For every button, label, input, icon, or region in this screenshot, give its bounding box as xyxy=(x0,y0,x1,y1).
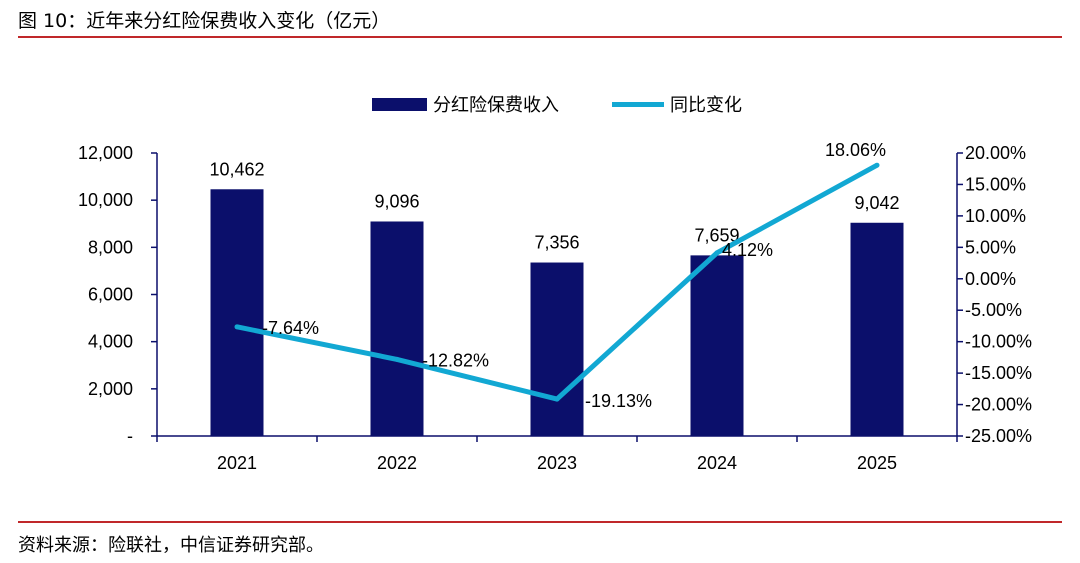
y-right-tick-label: 0.00% xyxy=(965,269,1016,289)
x-tick-label: 2021 xyxy=(217,453,257,473)
line-value-label: -19.13% xyxy=(585,391,652,411)
legend: 分红险保费收入 同比变化 xyxy=(372,95,742,115)
source-note: 资料来源：险联社，中信证券研究部。 xyxy=(18,535,324,556)
figure-title: 图 10：近年来分红险保费收入变化（亿元） xyxy=(18,10,391,32)
line-point xyxy=(234,324,240,330)
title-divider xyxy=(18,36,1062,38)
x-tick-label: 2023 xyxy=(537,453,577,473)
bar xyxy=(690,255,744,436)
y-left-tick-label: 2,000 xyxy=(88,379,133,399)
y-left-tick-label: 8,000 xyxy=(88,237,133,257)
y-left-tick-label: 6,000 xyxy=(88,285,133,305)
y-left-tick-label: 4,000 xyxy=(88,332,133,352)
y-left-tick-label: 10,000 xyxy=(78,190,133,210)
legend-line-label: 同比变化 xyxy=(670,95,742,115)
legend-bar-label: 分红险保费收入 xyxy=(433,95,559,115)
y-right-tick-label: -5.00% xyxy=(965,300,1022,320)
bar xyxy=(210,189,264,436)
line-point xyxy=(714,250,720,256)
line-value-label: -7.64% xyxy=(262,318,319,338)
bar xyxy=(850,222,904,436)
legend-bar-swatch xyxy=(372,98,427,111)
line-point xyxy=(394,356,400,362)
y-right-tick-label: 10.00% xyxy=(965,206,1026,226)
bar xyxy=(530,262,584,436)
bar xyxy=(370,221,424,436)
y-right-tick-label: -20.00% xyxy=(965,395,1032,415)
y-right-tick-label: -10.00% xyxy=(965,332,1032,352)
line-value-label: -12.82% xyxy=(422,350,489,370)
y-right-tick-label: 15.00% xyxy=(965,174,1026,194)
line-point xyxy=(554,396,560,402)
line-point xyxy=(874,162,880,168)
y-right-tick-label: -25.00% xyxy=(965,426,1032,446)
y-right-tick-label: 5.00% xyxy=(965,237,1016,257)
bar-value-label: 9,096 xyxy=(374,191,419,211)
y-left-tick-label: 12,000 xyxy=(78,143,133,163)
bar-value-label: 7,356 xyxy=(534,233,579,253)
y-right-tick-label: 20.00% xyxy=(965,143,1026,163)
plot-area: - 2,000 4,000 6,000 8,000 10,000 12,000 -25.00%… xyxy=(78,140,1032,473)
bar-value-label: 10,462 xyxy=(209,159,264,179)
x-tick-label: 2022 xyxy=(377,453,417,473)
y-right-tick-label: -15.00% xyxy=(965,363,1032,383)
line-value-label: 18.06% xyxy=(825,140,886,160)
source-divider xyxy=(18,521,1062,523)
line-value-label: 4.12% xyxy=(722,240,773,260)
combo-chart: 分红险保费收入 同比变化 - 2,000 4,000 6,000 8,000 10,000… xyxy=(78,95,1032,473)
x-tick-label: 2025 xyxy=(857,453,897,473)
x-tick-label: 2024 xyxy=(697,453,737,473)
bar-value-label: 7,659 xyxy=(694,225,739,245)
bar-value-label: 9,042 xyxy=(854,193,899,213)
y-left-tick-label: - xyxy=(127,426,133,446)
